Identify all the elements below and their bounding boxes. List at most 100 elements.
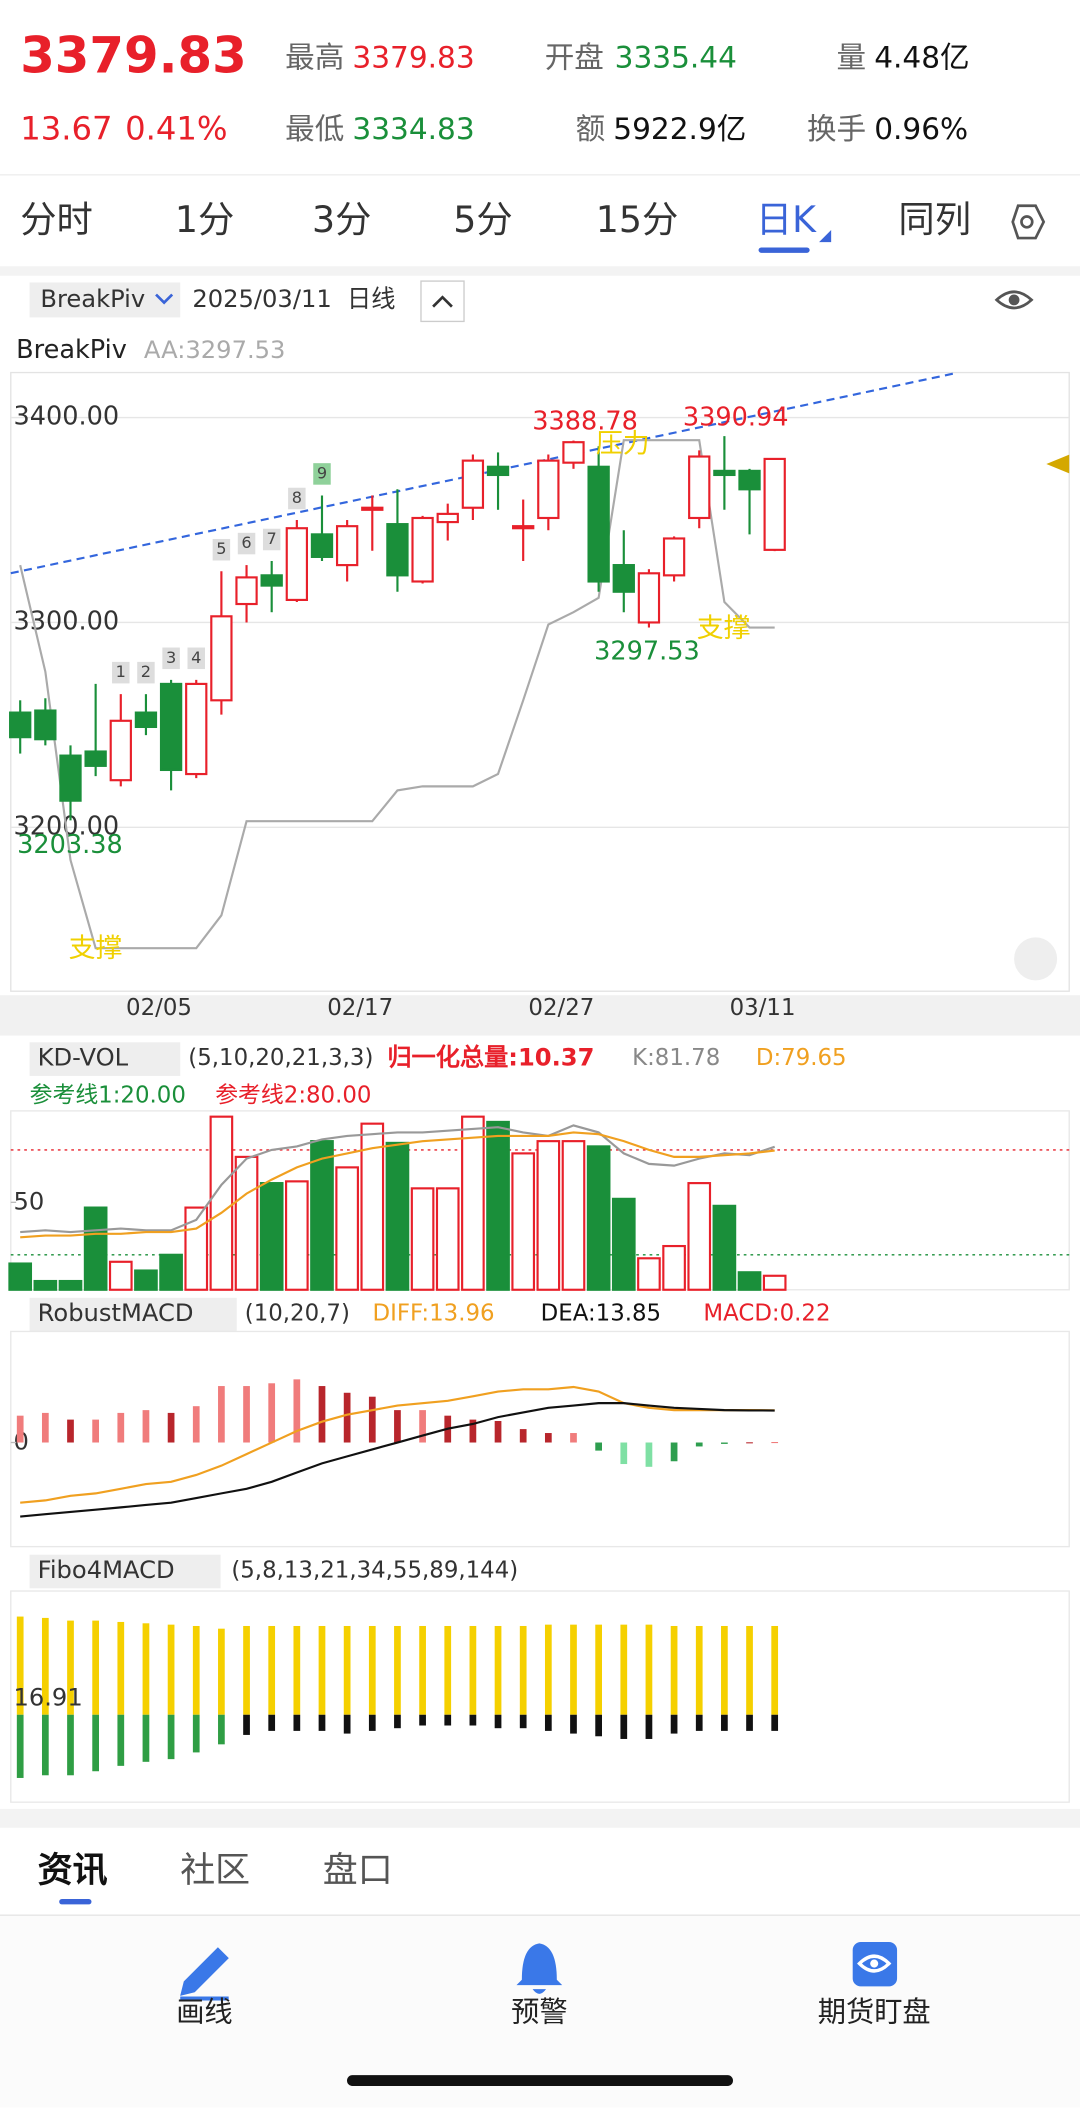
- marker-label: 9: [317, 463, 327, 482]
- fibo-lower-bar: [570, 1714, 577, 1734]
- fibo-lower-bar: [368, 1714, 376, 1731]
- macd-bar: [142, 1410, 150, 1443]
- volume-bar: [159, 1253, 183, 1291]
- stat-label: 最低: [285, 112, 344, 146]
- macd-bar: [92, 1419, 100, 1443]
- candle-body: [587, 465, 610, 583]
- volume-bar: [410, 1187, 435, 1291]
- indicator-select[interactable]: [29, 282, 181, 318]
- fibo-upper-bar: [419, 1625, 426, 1715]
- tab[interactable]: 分时: [20, 198, 93, 241]
- fibo-lower-bar: [670, 1714, 678, 1734]
- candle-body: [159, 682, 183, 772]
- volume-bar: [310, 1140, 334, 1291]
- candle-body: [310, 533, 334, 558]
- volume-bar: [134, 1269, 158, 1291]
- volume-bar: [536, 1140, 561, 1291]
- stat-label: 开盘: [545, 41, 604, 75]
- fibo-lower-bar: [142, 1714, 150, 1762]
- bottom-tab[interactable]: 社区: [180, 1851, 250, 1891]
- macd-bar: [318, 1386, 326, 1443]
- fibo-lower-bar: [695, 1714, 703, 1731]
- fibo-lower-bar: [544, 1714, 552, 1731]
- marker-label: 8: [292, 488, 302, 507]
- tab-active[interactable]: 日K: [756, 198, 817, 241]
- candle-body: [637, 572, 661, 624]
- fibo-upper-bar: [167, 1624, 175, 1715]
- volume-bar: [762, 1274, 787, 1291]
- ref-label: 参考线1:20.00: [30, 1083, 186, 1109]
- annotation: 3388.78: [532, 406, 638, 436]
- annotation: 压力: [596, 429, 650, 460]
- nav-label[interactable]: 画线: [176, 1995, 232, 2028]
- fibo-upper-bar: [268, 1625, 276, 1715]
- nav-label[interactable]: 期货盯盘: [818, 1995, 931, 2028]
- bottom-tab-active[interactable]: 资讯: [38, 1851, 108, 1891]
- fibo-lower-bar: [620, 1714, 628, 1739]
- macd-bar: [419, 1410, 426, 1443]
- x-tick-label: 03/11: [730, 995, 796, 1021]
- fibo-upper-bar: [771, 1625, 779, 1715]
- alert-icon[interactable]: [516, 1943, 563, 1994]
- fibo-lower-bar: [746, 1714, 753, 1731]
- x-tick-label: 02/17: [327, 995, 393, 1021]
- fibo-lower-bar: [469, 1714, 477, 1726]
- volume-bar: [259, 1182, 284, 1291]
- volume-bar: [83, 1206, 108, 1291]
- fibo-upper-bar: [67, 1620, 74, 1715]
- fibo-lower-bar: [67, 1714, 74, 1776]
- volume-bar: [184, 1206, 209, 1291]
- stat-label: 量: [837, 41, 867, 75]
- indicator-select[interactable]: [29, 1042, 181, 1076]
- fibo-upper-bar: [695, 1625, 703, 1715]
- indicator-name: KD-VOL: [38, 1043, 129, 1071]
- legend-name: BreakPiv: [16, 335, 127, 365]
- indicator-params: (5,8,13,21,34,55,89,144): [231, 1557, 518, 1583]
- collapse-icon: [432, 295, 453, 308]
- volume-bar: [611, 1197, 636, 1291]
- stat-value: 3335.44: [615, 41, 737, 75]
- candle-body: [210, 615, 233, 702]
- candle-body: [738, 469, 761, 491]
- macd-bar: [192, 1406, 200, 1443]
- fibo-upper-bar: [243, 1625, 250, 1715]
- candle-body: [612, 564, 635, 593]
- nav-label[interactable]: 预警: [511, 1995, 567, 2028]
- tab-underline: [758, 247, 810, 253]
- watch-icon-eye: [857, 1954, 892, 1973]
- tab[interactable]: 1分: [175, 198, 234, 241]
- stat-value: 4.48亿: [874, 41, 969, 75]
- indicator-value: MACD:0.22: [703, 1300, 830, 1326]
- fibo-upper-bar: [645, 1624, 653, 1715]
- eye-icon[interactable]: [994, 290, 1034, 310]
- indicator-select[interactable]: [29, 1554, 221, 1589]
- volume-bar: [511, 1152, 536, 1291]
- macd-bar: [620, 1442, 628, 1465]
- indicator-select[interactable]: [29, 1297, 237, 1332]
- fibo-lower-bar: [318, 1714, 326, 1731]
- settings-icon[interactable]: [1011, 204, 1046, 240]
- volume-bar: [637, 1257, 661, 1291]
- fibo-lower-bar: [16, 1714, 24, 1778]
- tab[interactable]: 同列: [898, 198, 971, 241]
- tab[interactable]: 15分: [596, 198, 678, 241]
- bottom-tab[interactable]: 盘口: [323, 1851, 393, 1891]
- tab[interactable]: 3分: [312, 198, 371, 241]
- volume-bar: [33, 1279, 58, 1291]
- candle-body: [34, 709, 57, 741]
- draw-icon[interactable]: [180, 1947, 229, 2001]
- volume-bar: [108, 1260, 133, 1291]
- macd-bar: [570, 1433, 577, 1443]
- fibo-upper-bar: [721, 1625, 728, 1715]
- candle-body: [134, 711, 158, 729]
- indicator-value: 归一化总量:10.37: [387, 1043, 594, 1071]
- marker-badge: [162, 647, 180, 670]
- fibo-upper-bar: [92, 1620, 100, 1715]
- last-price: 3379.83: [20, 27, 247, 85]
- fullscreen-button[interactable]: [1014, 937, 1058, 981]
- collapse-button[interactable]: [420, 280, 465, 323]
- marker-badge: [313, 463, 331, 485]
- marker-label: 4: [191, 648, 201, 667]
- tab[interactable]: 5分: [453, 198, 512, 241]
- marker-badge: [137, 661, 155, 684]
